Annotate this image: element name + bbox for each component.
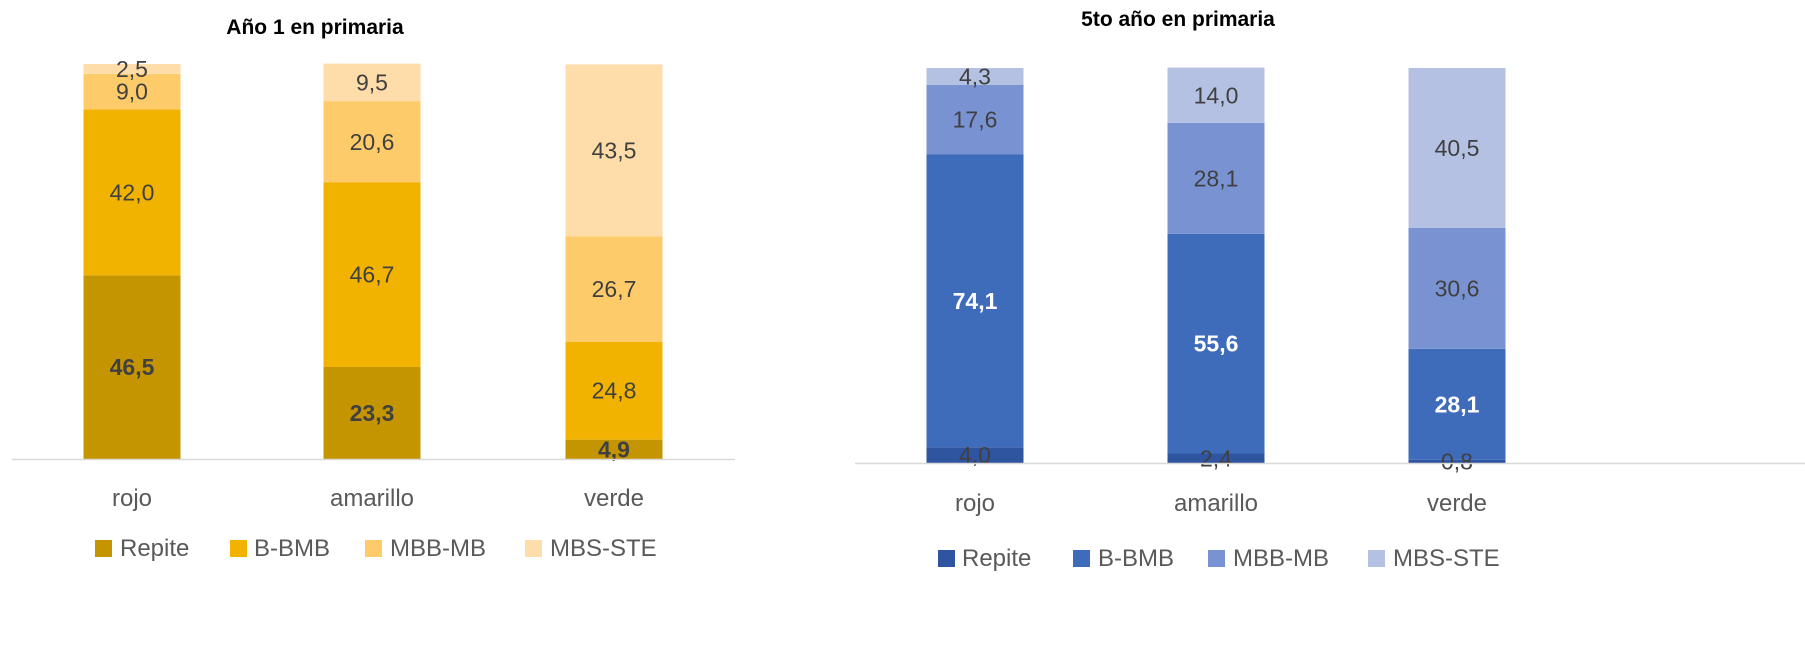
chart2-bar-mbb-mb-rojo	[926, 84, 1024, 155]
chart1-data-label-mbs-ste-verde: 43,5	[592, 137, 637, 163]
chart1-bar-repite-rojo	[83, 275, 181, 459]
chart1-data-label-mbb-mb-amarillo: 20,6	[350, 129, 395, 155]
chart2-bar-repite-rojo	[926, 447, 1024, 463]
chart2-data-label-mbb-mb-rojo: 17,6	[953, 107, 998, 133]
chart1-data-label-repite-rojo: 46,5	[110, 354, 155, 380]
chart1-legend-label-mbb-mb: MBB-MB	[390, 535, 486, 562]
chart2-data-label-mbb-mb-verde: 30,6	[1435, 275, 1480, 301]
chart2-x-tick-label-rojo: rojo	[955, 490, 995, 517]
chart1-x-tick-label-verde: verde	[584, 485, 644, 512]
chart1-title: Año 1 en primaria	[226, 16, 404, 39]
chart2-data-label-mbb-mb-amarillo: 28,1	[1194, 165, 1239, 191]
chart1-x-tick-label-amarillo: amarillo	[330, 485, 414, 512]
chart2-legend-label-b-bmb: B-BMB	[1098, 545, 1174, 572]
chart2-data-label-b-bmb-amarillo: 55,6	[1194, 331, 1239, 357]
chart2-legend-label-mbb-mb: MBB-MB	[1233, 545, 1329, 572]
chart1-legend-swatch-mbb-mb	[365, 540, 382, 557]
chart1-bar-b-bmb-verde	[565, 341, 663, 440]
chart2-bar-mbb-mb-amarillo	[1167, 122, 1265, 234]
chart2-legend-label-repite: Repite	[962, 545, 1031, 572]
chart2-data-label-repite-verde: 0,8	[1441, 448, 1473, 474]
chart2-data-label-repite-amarillo: 2,4	[1200, 445, 1232, 471]
chart2: 5to año en primaria4,074,117,64,32,455,6…	[855, 8, 1805, 572]
chart2-data-label-mbs-ste-rojo: 4,3	[959, 63, 991, 89]
chart1-bar-repite-verde	[565, 439, 663, 459]
chart1-x-tick-label-rojo: rojo	[112, 485, 152, 512]
chart2-legend-swatch-repite	[938, 550, 955, 567]
chart1-bar-mbs-ste-rojo	[83, 64, 181, 74]
chart1-data-label-b-bmb-verde: 24,8	[592, 378, 637, 404]
chart1-data-label-mbs-ste-amarillo: 9,5	[356, 69, 388, 95]
chart2-bar-b-bmb-amarillo	[1167, 233, 1265, 454]
chart2-legend-swatch-b-bmb	[1073, 550, 1090, 567]
chart2-bar-b-bmb-verde	[1408, 348, 1506, 460]
chart1-bar-repite-amarillo	[323, 366, 421, 459]
chart1-bar-mbb-mb-verde	[565, 236, 663, 342]
chart1-bar-mbs-ste-verde	[565, 64, 663, 237]
chart2-data-label-b-bmb-rojo: 74,1	[953, 288, 998, 314]
chart1-legend-swatch-b-bmb	[230, 540, 247, 557]
chart2-bar-repite-amarillo	[1167, 453, 1265, 463]
chart2-bar-b-bmb-rojo	[926, 154, 1024, 448]
chart1-data-label-b-bmb-rojo: 42,0	[110, 179, 155, 205]
chart1-legend: Repite B-BMB MBB-MB MBS-STE	[95, 535, 657, 562]
chart1-bar-b-bmb-amarillo	[323, 182, 421, 367]
chart2-legend-swatch-mbb-mb	[1208, 550, 1225, 567]
chart1-bar-mbs-ste-amarillo	[323, 63, 421, 102]
chart2-bar-mbs-ste-rojo	[926, 68, 1024, 85]
chart2-data-label-mbs-ste-amarillo: 14,0	[1194, 82, 1239, 108]
chart1-legend-swatch-repite	[95, 540, 112, 557]
chart1-data-label-b-bmb-amarillo: 46,7	[350, 262, 395, 288]
chart1-bar-mbb-mb-rojo	[83, 73, 181, 110]
chart2-title: 5to año en primaria	[1081, 8, 1275, 31]
chart2-bar-mbb-mb-verde	[1408, 227, 1506, 349]
chart1-data-label-mbb-mb-verde: 26,7	[592, 276, 637, 302]
chart1-data-label-repite-amarillo: 23,3	[350, 400, 395, 426]
chart1-bar-b-bmb-rojo	[83, 109, 181, 276]
chart1-bar-mbb-mb-amarillo	[323, 101, 421, 183]
chart2-legend-swatch-mbs-ste	[1368, 550, 1385, 567]
chart1-legend-label-repite: Repite	[120, 535, 189, 562]
chart1-data-label-mbs-ste-rojo: 2,5	[116, 56, 148, 82]
chart2-legend-label-mbs-ste: MBS-STE	[1393, 545, 1500, 572]
chart1-data-label-repite-verde: 4,9	[598, 436, 630, 462]
chart1-legend-swatch-mbs-ste	[525, 540, 542, 557]
chart1-legend-label-b-bmb: B-BMB	[254, 535, 330, 562]
chart1-legend-label-mbs-ste: MBS-STE	[550, 535, 657, 562]
chart2-bar-mbs-ste-amarillo	[1167, 67, 1265, 123]
chart1: Año 1 en primaria 46,5 42,0 9,02,5 23,3 46,7 2…	[12, 16, 735, 562]
chart1-data-label-mbb-mb-rojo: 9,0	[116, 79, 148, 105]
chart2-x-tick-label-verde: verde	[1427, 490, 1487, 517]
chart2-legend: Repite B-BMB MBB-MB MBS-STE	[938, 545, 1500, 572]
chart2-bar-repite-verde	[1408, 459, 1506, 463]
chart2-data-label-b-bmb-verde: 28,1	[1435, 391, 1480, 417]
chart2-x-tick-label-amarillo: amarillo	[1174, 490, 1258, 517]
chart2-bar-mbs-ste-verde	[1408, 68, 1506, 228]
chart2-data-label-mbs-ste-verde: 40,5	[1435, 135, 1480, 161]
